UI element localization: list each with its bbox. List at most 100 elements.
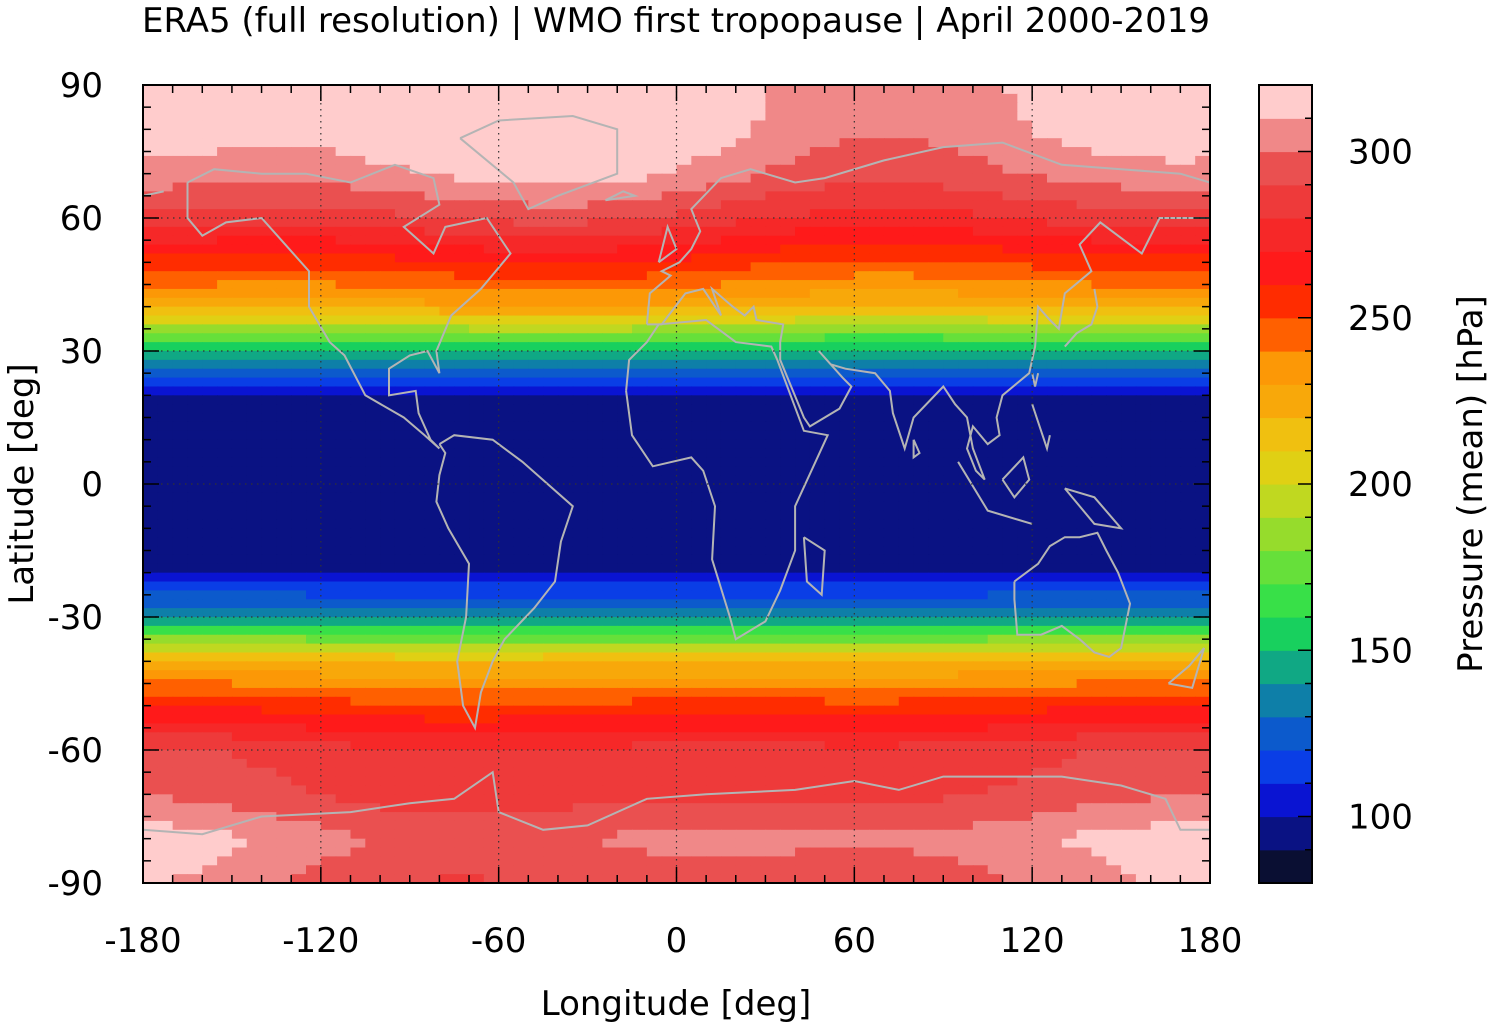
heatmap-cell: [1121, 475, 1137, 485]
heatmap-cell: [750, 191, 767, 201]
heatmap-cell: [365, 129, 381, 139]
heatmap-cell: [557, 386, 574, 397]
heatmap-cell: [824, 280, 841, 290]
heatmap-cell: [1032, 262, 1048, 272]
heatmap-cell: [172, 466, 189, 476]
heatmap-cell: [454, 280, 470, 290]
heatmap-cell: [780, 200, 796, 210]
heatmap-cell: [143, 484, 159, 494]
heatmap-cell: [202, 218, 218, 228]
heatmap-cell: [543, 85, 559, 95]
heatmap-cell: [557, 209, 574, 219]
heatmap-cell: [691, 572, 707, 583]
heatmap-cell: [572, 679, 589, 689]
heatmap-cell: [217, 687, 233, 698]
heatmap-cell: [217, 147, 233, 157]
heatmap-cell: [231, 661, 248, 671]
heatmap-cell: [498, 634, 515, 645]
heatmap-cell: [172, 200, 189, 210]
heatmap-cell: [720, 439, 737, 450]
heatmap-cell: [735, 395, 752, 405]
heatmap-cell: [780, 617, 796, 627]
heatmap-cell: [1032, 661, 1048, 671]
heatmap-cell: [528, 209, 544, 219]
heatmap-cell: [335, 608, 352, 618]
heatmap-cell: [913, 280, 930, 290]
heatmap-cell: [632, 457, 648, 467]
heatmap-cell: [498, 457, 515, 467]
heatmap-cell: [676, 306, 693, 317]
heatmap-cell: [172, 271, 189, 281]
heatmap-cell: [943, 235, 959, 246]
heatmap-cell: [898, 625, 915, 636]
heatmap-cell: [291, 297, 307, 308]
heatmap-cell: [854, 209, 870, 219]
heatmap-cell: [187, 519, 203, 530]
heatmap-cell: [1046, 235, 1063, 246]
heatmap-cell: [854, 253, 870, 264]
heatmap-cell: [439, 608, 455, 618]
heatmap-cell: [898, 501, 915, 512]
heatmap-cell: [439, 226, 455, 237]
heatmap-cell: [1195, 484, 1210, 494]
heatmap-cell: [439, 111, 455, 122]
heatmap-cell: [454, 120, 470, 131]
heatmap-cell: [365, 581, 381, 592]
heatmap-cell: [958, 537, 974, 547]
heatmap-cell: [854, 528, 870, 538]
heatmap-cell: [869, 492, 885, 503]
heatmap-cell: [720, 182, 737, 193]
heatmap-cell: [1180, 173, 1196, 184]
heatmap-cell: [632, 368, 648, 379]
heatmap-cell: [246, 581, 263, 592]
heatmap-cell: [483, 501, 500, 512]
heatmap-cell: [187, 386, 203, 397]
heatmap-cell: [365, 386, 381, 397]
heatmap-cell: [972, 306, 989, 317]
heatmap-cell: [409, 590, 426, 600]
heatmap-cell: [202, 448, 218, 459]
heatmap-cell: [1150, 85, 1167, 95]
heatmap-cell: [1150, 226, 1167, 237]
heatmap-cell: [1180, 430, 1196, 441]
heatmap-cell: [720, 492, 737, 503]
heatmap-cell: [306, 475, 322, 485]
heatmap-cell: [1135, 475, 1152, 485]
heatmap-cell: [1165, 191, 1182, 201]
heatmap-cell: [1076, 164, 1093, 175]
heatmap-cell: [1017, 448, 1033, 459]
heatmap-cell: [394, 164, 411, 175]
heatmap-cell: [632, 147, 648, 157]
heatmap-cell: [469, 528, 485, 538]
heatmap-cell: [513, 359, 530, 370]
heatmap-cell: [943, 475, 959, 485]
heatmap-cell: [1121, 395, 1137, 405]
heatmap-cell: [1076, 209, 1093, 219]
heatmap-cell: [1032, 280, 1048, 290]
heatmap-cell: [1017, 102, 1033, 113]
heatmap-cell: [1180, 492, 1196, 503]
heatmap-cell: [1076, 138, 1093, 148]
heatmap-cell: [572, 342, 589, 352]
heatmap-cell: [1046, 351, 1063, 361]
heatmap-cell: [1180, 324, 1196, 334]
heatmap-cell: [187, 368, 203, 379]
heatmap-cell: [439, 421, 455, 432]
heatmap-cell: [587, 129, 604, 139]
heatmap-cell: [498, 608, 515, 618]
heatmap-cell: [1106, 368, 1122, 379]
heatmap-cell: [276, 617, 292, 627]
heatmap-cell: [883, 634, 900, 645]
heatmap-cell: [587, 138, 604, 148]
heatmap-cell: [231, 457, 248, 467]
heatmap-cell: [1150, 359, 1167, 370]
heatmap-cell: [424, 404, 441, 414]
heatmap-cell: [424, 634, 441, 645]
heatmap-cell: [795, 93, 811, 104]
heatmap-cell: [795, 652, 811, 663]
heatmap-cell: [572, 333, 589, 343]
heatmap-cell: [780, 262, 796, 272]
heatmap-cell: [1061, 377, 1078, 388]
heatmap-cell: [1106, 448, 1122, 459]
heatmap-cell: [943, 359, 959, 370]
